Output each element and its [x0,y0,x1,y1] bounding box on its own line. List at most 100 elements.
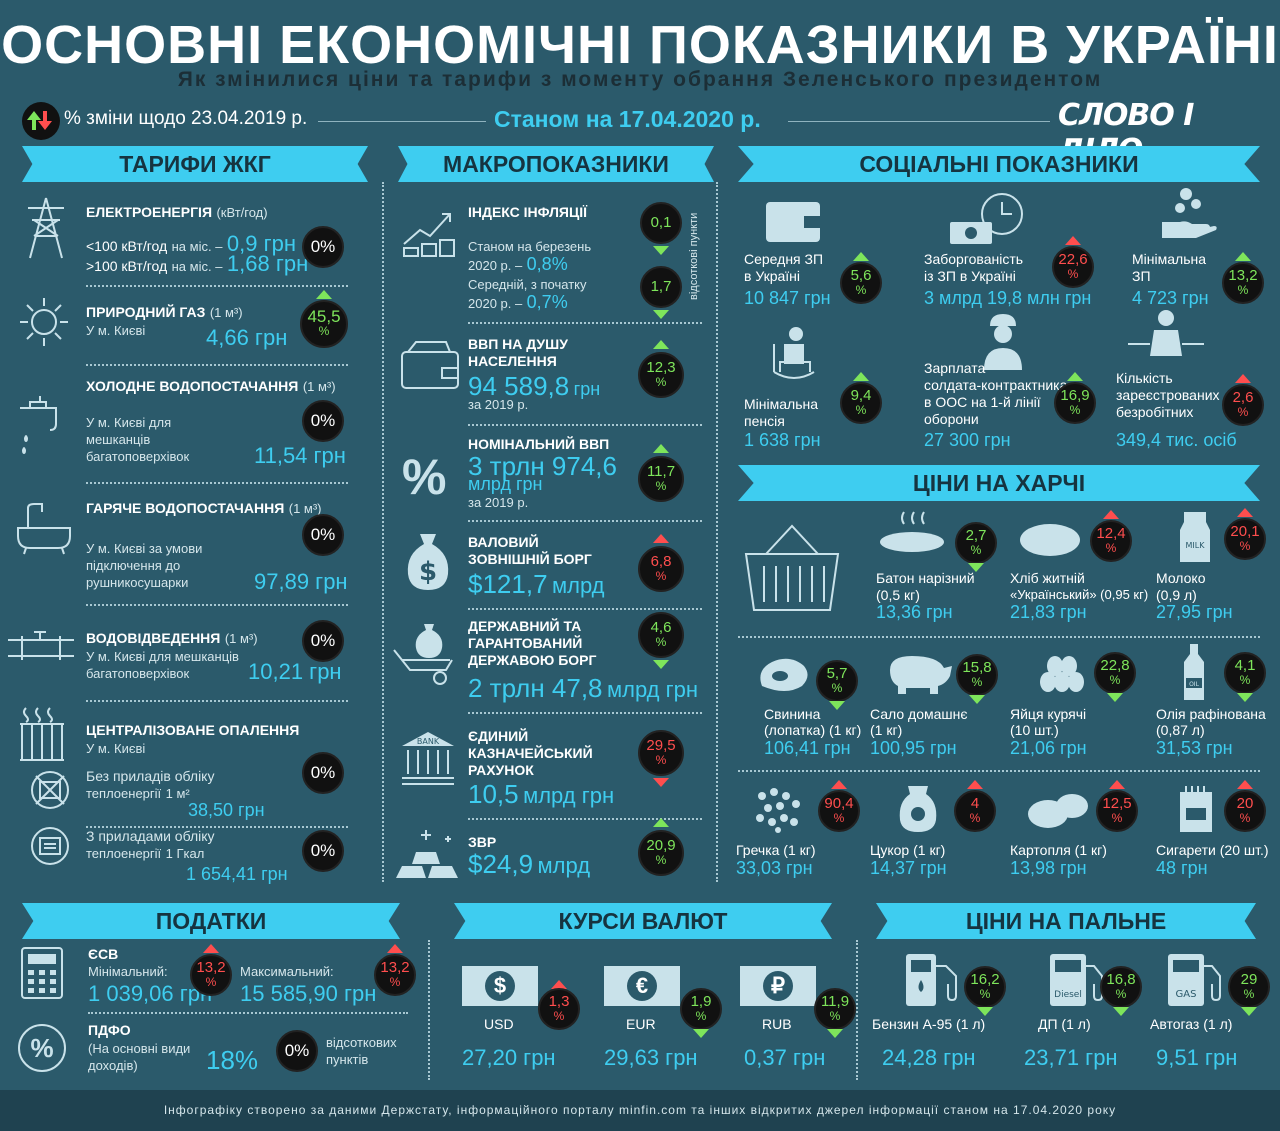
min-pension-value: 1 638 грн [744,430,821,450]
ext-debt-change-badge: 6,8% [638,546,684,592]
footer-source: Інфографіку створено за даними Держстату… [0,1090,1280,1131]
electricity-line2-sub: на міс. – [171,259,223,274]
hot-water-title: ГАРЯЧЕ ВОДОПОСТАЧАННЯ [86,500,285,516]
food-1-change-badge: 12,4% [1090,520,1132,562]
cold-water-change-badge: 0% [302,400,344,442]
page-title: ОСНОВНІ ЕКОНОМІЧНІ ПОКАЗНИКИ В УКРАЇНІ [1,15,1279,75]
reserves-title: ЗВР [468,834,497,850]
rub-value: 0,37 грн [744,1045,826,1070]
food-1-value: 21,83 грн [1010,602,1087,622]
food-6-t1: Олія рафінована [1156,706,1266,722]
svg-text:BANK: BANK [417,737,440,746]
reserves-value: $24,9 [468,849,534,879]
arrears-value: 3 млрд 19,8 млн грн [924,288,1092,308]
gdp-pc-year: за 2019 р. [468,397,529,412]
gold-bars-icon [396,830,458,878]
cold-water-value: 11,54 грн [254,443,346,468]
hand-coins-icon [1162,188,1217,238]
fuel-0-change-badge: 16,2% [964,966,1006,1008]
state-debt-title3: ДЕРЖАВОЮ БОРГ [468,652,597,668]
gas-unit: (1 м³) [209,305,243,320]
min-pension-change-badge: 9,4% [840,382,882,424]
unemployed-person-icon [1128,310,1204,356]
no-meter-value: 38,50 грн [188,800,265,820]
inflation-march-badge: 0,1 [640,202,682,244]
gas-flame-icon [20,298,68,346]
percent-icon: % [402,449,447,505]
bread-icon [1020,524,1080,556]
growth-chart-icon [403,213,455,257]
electricity-line2-value: 1,68 грн [226,251,309,276]
food-7-t1: Гречка (1 кг) [736,842,816,858]
hot-water-unit: (1 м³) [288,501,322,516]
gdp-unit: млрд грн [468,474,543,494]
eggs-icon [1040,656,1084,692]
rub-change-badge: 11,9% [814,988,856,1030]
pipe-icon [8,631,74,660]
usd-value: 27,20 грн [462,1045,556,1070]
food-9-t1: Картопля (1 кг) [1010,842,1107,858]
gdp-pc-title2: НАСЕЛЕННЯ [468,353,557,369]
arrears-t1: Заборгованість [924,251,1024,267]
clock-money-icon [950,193,1023,244]
food-3-change-badge: 5,7% [816,660,858,702]
soldier-value: 27 300 грн [924,430,1011,450]
sewage-change-badge: 0% [302,620,344,662]
food-5-t2: (10 шт.) [1010,722,1059,738]
food-7-change-badge: 90,4% [818,790,860,832]
gdp-year: за 2019 р. [468,495,529,510]
unemployed-t2: зареєстрованих [1116,387,1220,403]
soldier-change-badge: 16,9% [1054,382,1096,424]
meter-unit: 1 Гкал [165,846,205,861]
inflation-v2: 0,7% [526,292,568,312]
food-2-t1: Молоко [1156,570,1206,586]
baton-icon [880,511,944,552]
gdp-pc-value: 94 589,8 [468,371,570,401]
meter-value: 1 654,41 грн [186,864,288,884]
rub-code: RUB [762,1016,792,1032]
arrears-t2: із ЗП в Україні [924,268,1016,284]
treasury-change-badge: 29,5% [638,730,684,776]
esv-title: ЄСВ [88,946,119,962]
food-4-t1: Сало домашнє [870,706,968,722]
fuel-pump-icon [906,954,957,1006]
avg-salary-value: 10 847 грн [744,288,831,308]
cigarettes-icon [1180,786,1212,832]
cold-water-sub3: багатоповерхівок [86,449,190,464]
food-2-value: 27,95 грн [1156,602,1233,622]
wallet-icon-2 [766,202,822,242]
svg-text:OIL: OIL [1189,681,1199,688]
bank-icon: BANK [402,732,454,785]
no-meter-t2: теплоенергії [86,786,162,801]
food-6-change-badge: 4,1% [1224,652,1266,694]
food-3-t1: Свинина [764,706,821,722]
state-debt-title1: ДЕРЖАВНИЙ ТА [468,618,582,634]
heating-sub: У м. Києві [86,741,146,756]
state-debt-unit: млрд грн [606,677,699,702]
soldier-t1: Зарплата [924,360,986,376]
fuel-0-value: 24,28 грн [882,1045,976,1070]
bathtub-icon [17,503,71,555]
pdfo-s1: (На основні види [88,1041,191,1056]
food-2-change-badge: 20,1% [1224,518,1266,560]
hot-water-sub2: підключення до [86,558,181,573]
food-banner: ЦІНИ НА ХАРЧІ [738,465,1260,501]
power-tower-icon [28,197,64,259]
food-10-t1: Сигарети (20 шт.) [1156,842,1269,858]
state-debt-change-badge: 4,6% [638,612,684,658]
meter-change-badge: 0% [302,830,344,872]
reserves-change-badge: 20,9% [638,830,684,876]
eur-change-badge: 1,9% [680,988,722,1030]
gdp-value: 3 трлн 974,6 [468,451,617,481]
inflation-l1: Станом на березень [468,239,592,254]
food-5-change-badge: 22,8% [1094,652,1136,694]
radiator-icon [20,707,64,761]
soldier-t4: оборони [924,411,979,427]
food-3-value: 106,41 грн [764,738,851,758]
food-9-change-badge: 12,5% [1096,790,1138,832]
fuel-banner: ЦІНИ НА ПАЛЬНЕ [876,903,1256,939]
ext-debt-title1: ВАЛОВИЙ [468,534,539,550]
esv-max-label: Максимальний: [240,964,334,979]
hot-water-sub1: У м. Києві за умови [86,541,203,556]
currency-banner: КУРСИ ВАЛЮТ [454,903,832,939]
